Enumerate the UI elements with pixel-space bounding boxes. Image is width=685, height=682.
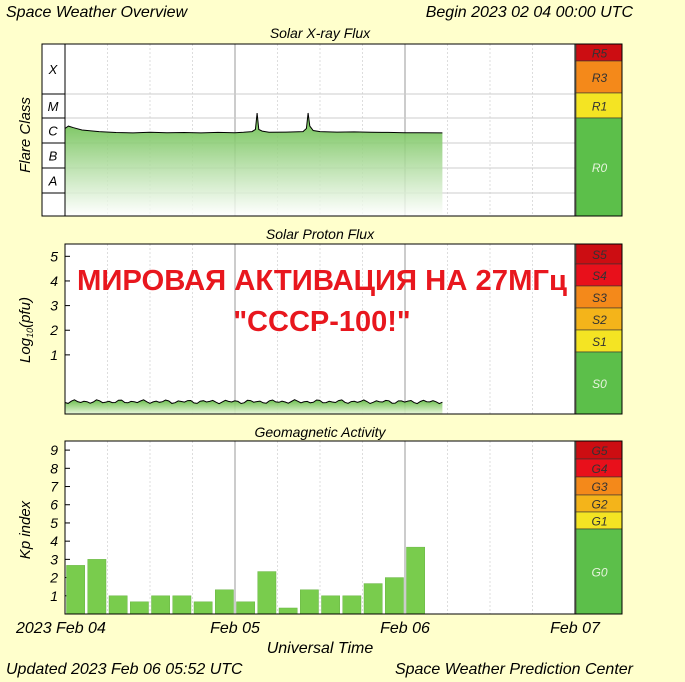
- x-tick-label: 2023 Feb 04: [15, 620, 106, 637]
- geomag-panel-title: Geomagnetic Activity: [255, 424, 387, 440]
- proton-y-tick-label: 1: [50, 347, 58, 363]
- xray-panel-title: Solar X-ray Flux: [270, 25, 371, 41]
- xray-class-label-c: C: [48, 124, 58, 139]
- proton-scale-label-s5: S5: [592, 248, 607, 262]
- xray-class-box-empty: [41, 192, 66, 217]
- xray-frame: [64, 43, 623, 217]
- kp-bar: [300, 589, 319, 615]
- kp-bar: [278, 607, 298, 615]
- kp-bar: [342, 595, 362, 615]
- proton-scale-label-s1: S1: [592, 335, 607, 349]
- footer-source: Space Weather Prediction Center: [395, 661, 634, 678]
- kp-bar: [257, 571, 277, 615]
- kp-bar: [108, 595, 128, 615]
- kp-bar: [172, 595, 192, 615]
- proton-y-tick-label: 3: [50, 298, 58, 314]
- xray-scale-label-r5: R5: [592, 47, 608, 61]
- xray-class-label-a: A: [48, 174, 58, 189]
- xray-scale-label-r3: R3: [592, 71, 608, 85]
- xray-class-label-m: M: [48, 99, 59, 114]
- proton-y-axis-label: Log10(pfu): [17, 297, 35, 363]
- proton-y-tick-label: 5: [50, 248, 58, 264]
- geomag-scale-label-g4: G4: [591, 462, 607, 476]
- kp-bar: [193, 601, 213, 615]
- geomag-scale-label-g1: G1: [591, 515, 607, 529]
- xray-scale-label-r0: R0: [592, 161, 608, 175]
- proton-y-axis-label-sub: 10: [25, 328, 35, 338]
- kp-bar: [215, 589, 234, 615]
- kp-bar: [151, 595, 170, 615]
- proton-y-axis-label-base: Log: [17, 337, 34, 363]
- x-tick-label: Feb 07: [550, 620, 601, 637]
- footer-updated-time: Updated 2023 Feb 06 05:52 UTC: [6, 661, 243, 678]
- proton-y-tick-label: 2: [49, 322, 58, 338]
- x-tick-label: Feb 06: [380, 620, 430, 637]
- geomag-y-tick-label: 9: [50, 442, 58, 458]
- geomag-y-axis-label: Kp index: [17, 500, 34, 559]
- proton-scale-label-s3: S3: [592, 291, 607, 305]
- xray-class-label-b: B: [49, 149, 58, 164]
- proton-y-tick-label: 4: [50, 273, 58, 289]
- proton-panel: 5 4 3 2 1 S5 S4 S3 S2 S1 S0: [49, 243, 623, 415]
- kp-bar: [363, 583, 383, 615]
- geomag-y-tick-label: 4: [50, 533, 58, 549]
- proton-y-axis-label-unit: (pfu): [17, 297, 34, 328]
- kp-bar: [236, 601, 255, 615]
- xray-flux-line: [64, 112, 443, 134]
- geomag-y-tick-label: 6: [50, 497, 58, 513]
- geomag-y-tick-label: 7: [50, 479, 59, 495]
- geomag-scale-band-g0: [575, 528, 623, 615]
- geomag-y-tick-label: 8: [50, 460, 58, 476]
- xray-y-axis-label: Flare Class: [17, 97, 34, 173]
- kp-bar: [87, 559, 107, 615]
- xray-scale-band-r0: [575, 117, 623, 217]
- x-tick-label: Feb 05: [210, 620, 260, 637]
- geomag-y-tick-label: 1: [50, 588, 58, 604]
- kp-bar: [385, 577, 404, 615]
- geomag-scale-label-g0: G0: [591, 566, 607, 580]
- kp-bar: [406, 546, 425, 615]
- proton-frame: [64, 243, 623, 415]
- proton-scale-label-s0: S0: [592, 377, 607, 391]
- proton-scale-label-s4: S4: [592, 269, 607, 283]
- xray-scale-label-r1: R1: [592, 100, 607, 114]
- proton-flux-area: [65, 399, 443, 414]
- proton-flux-line: [64, 399, 443, 405]
- kp-bar: [321, 595, 340, 615]
- geomag-y-tick-label: 3: [50, 551, 58, 567]
- geomag-scale-label-g2: G2: [591, 498, 607, 512]
- xray-class-label-x: X: [48, 62, 59, 77]
- overlay-text-line-1: МИРОВАЯ АКТИВАЦИЯ НА 27МГц: [77, 265, 567, 297]
- kp-bar: [130, 601, 149, 615]
- geomag-panel: 9 8 7 6 5 4 3 2 1 G5 G4 G3 G2 G1 G0: [49, 440, 623, 615]
- proton-scale-label-s2: S2: [592, 313, 607, 327]
- x-tick-labels: 2023 Feb 04 Feb 05 Feb 06 Feb 07: [15, 620, 601, 637]
- proton-panel-title: Solar Proton Flux: [266, 226, 375, 242]
- header-begin-time: Begin 2023 02 04 00:00 UTC: [426, 4, 634, 21]
- xray-flux-area: [65, 113, 443, 216]
- geomag-frame: [64, 440, 623, 615]
- kp-bar: [66, 565, 85, 615]
- header-title: Space Weather Overview: [6, 4, 189, 21]
- proton-scale-band-s0: [575, 351, 623, 415]
- geomag-y-tick-label: 5: [50, 515, 58, 531]
- x-axis-label: Universal Time: [267, 640, 374, 657]
- geomag-y-tick-label: 2: [49, 570, 58, 586]
- geomag-scale-label-g5: G5: [591, 444, 607, 458]
- geomag-scale-label-g3: G3: [591, 480, 607, 494]
- overlay-text-line-2: "СССР-100!": [233, 306, 410, 338]
